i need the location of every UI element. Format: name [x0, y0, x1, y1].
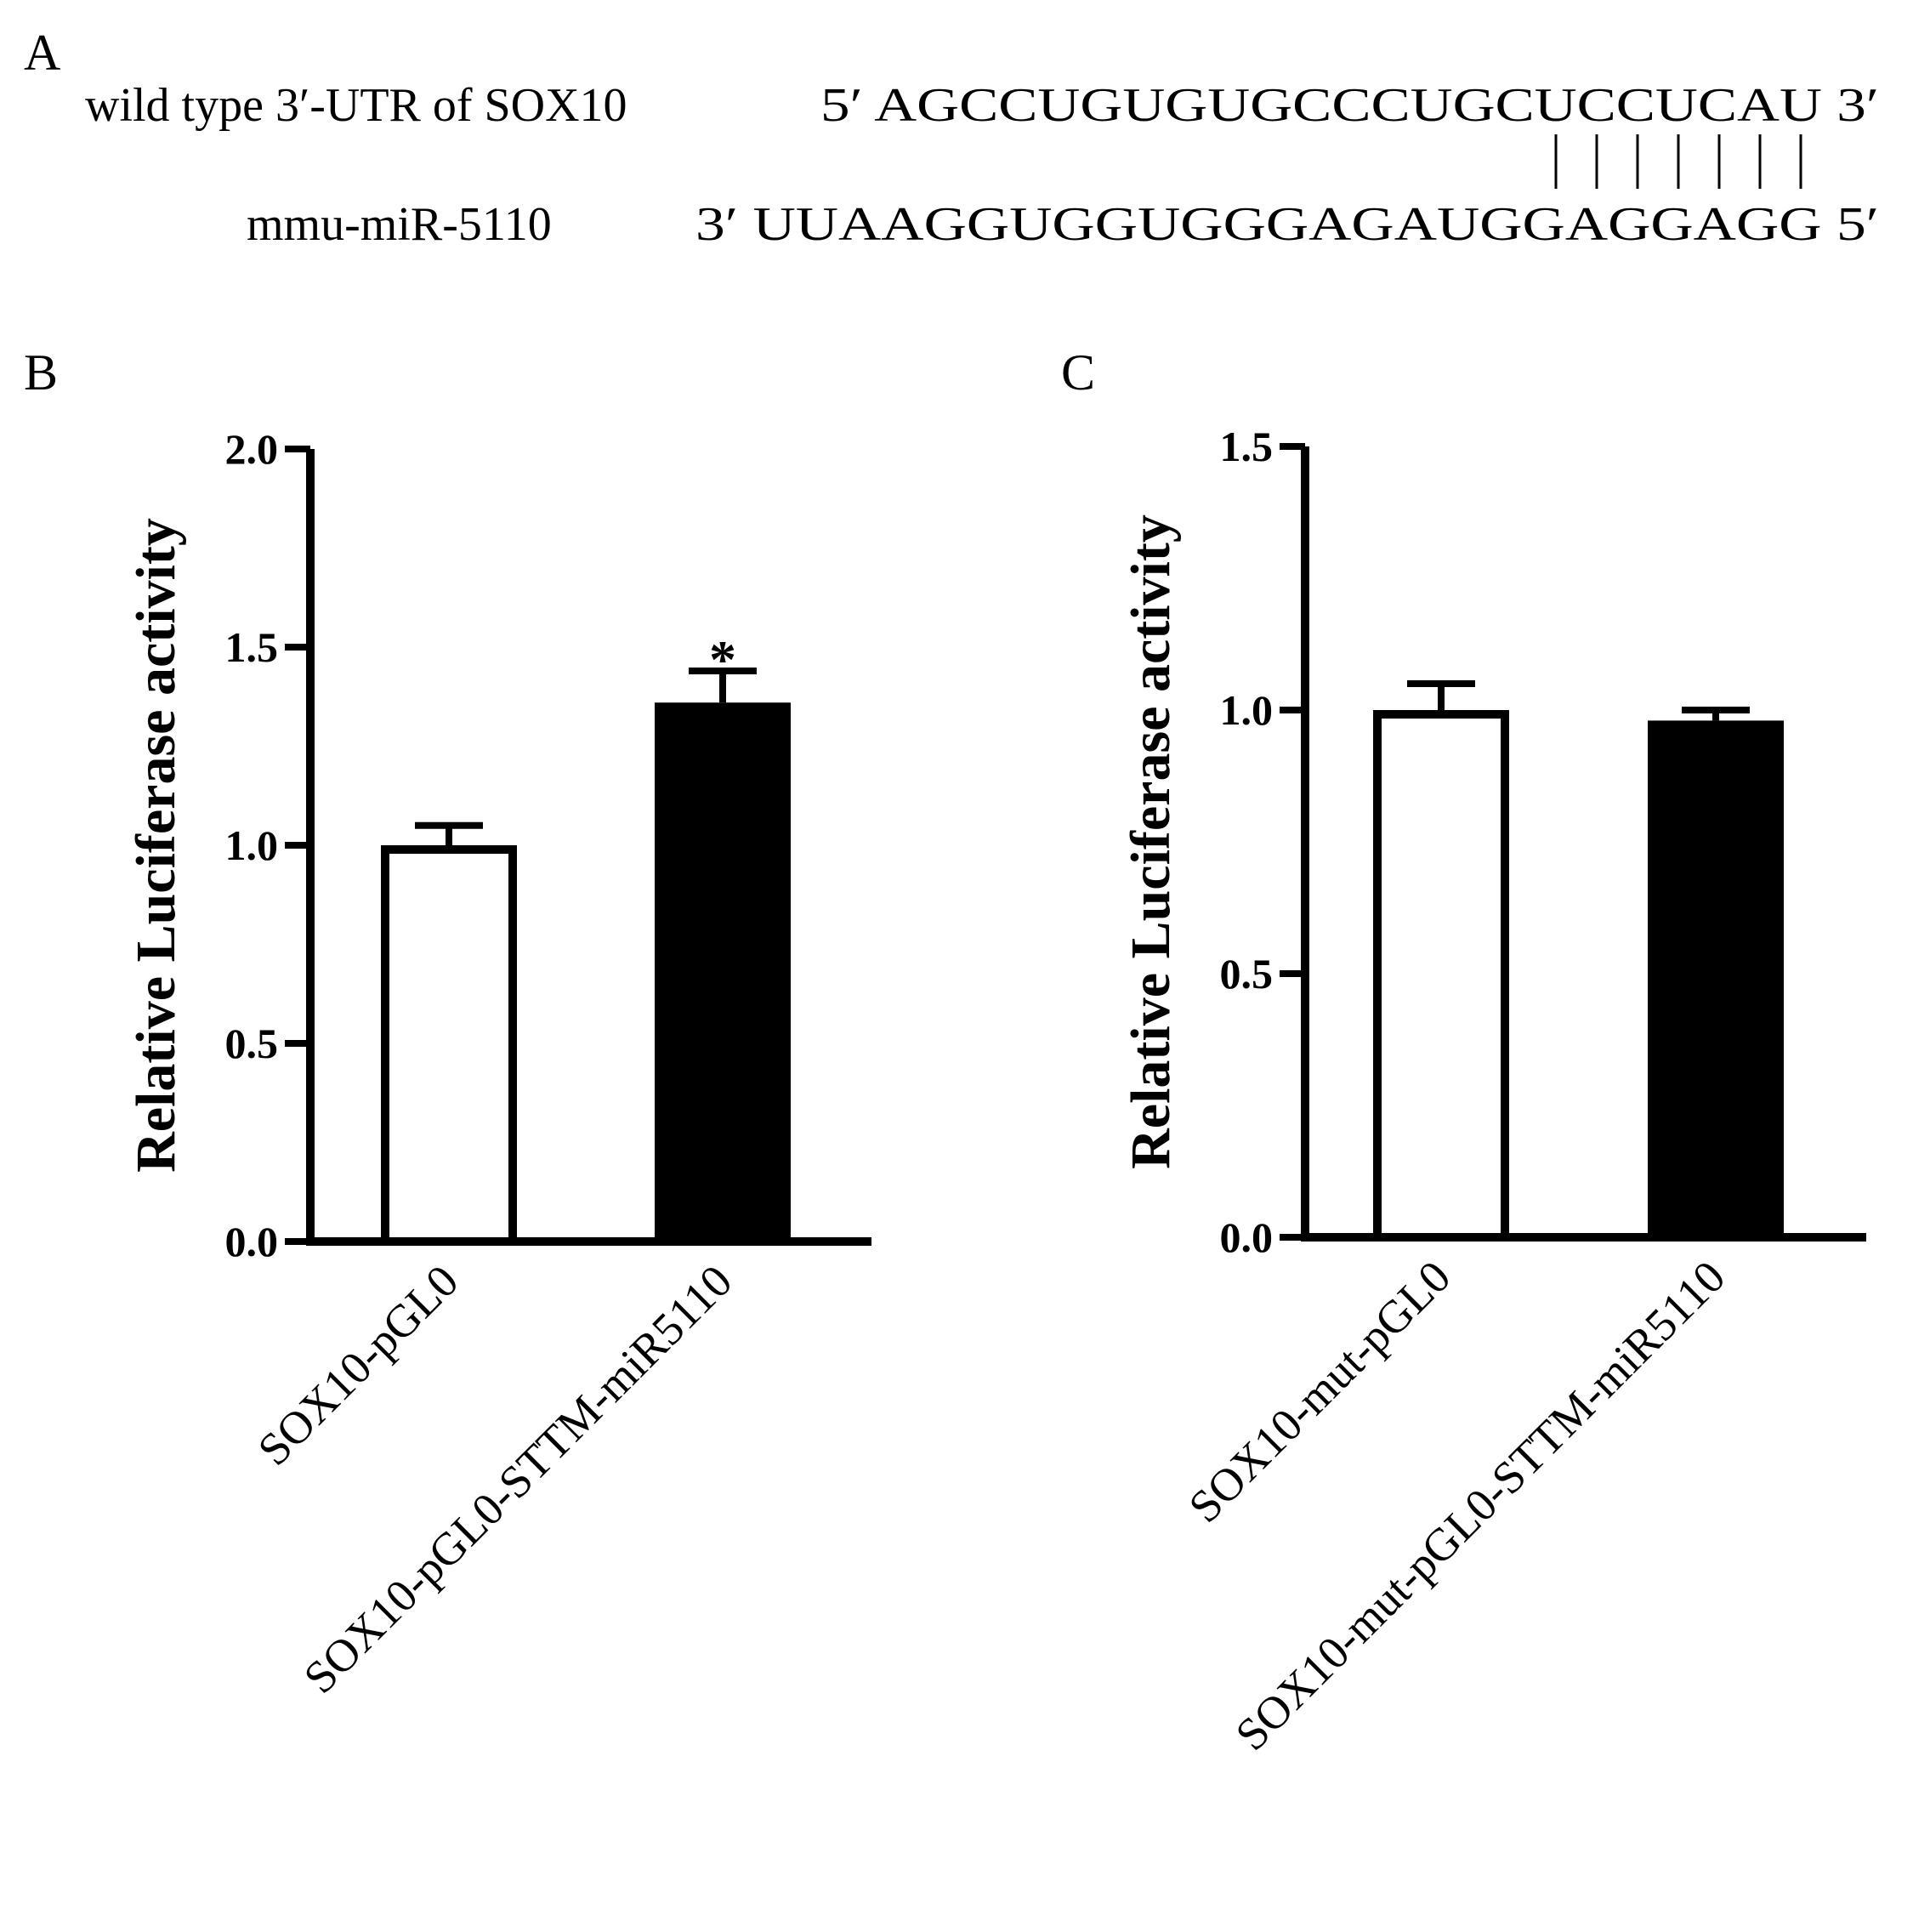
y-tick-label: 1.0 [1220, 686, 1274, 734]
panel-b-letter: B [24, 344, 58, 401]
panel-b-chart: B 0.0 0.5 1.0 1.5 2.0 Relative Luciferase act… [24, 344, 871, 1703]
bar [381, 845, 517, 1246]
y-tick-label: 1.5 [225, 623, 279, 671]
mirna-sequence: 3′ UUAAGGUGGUGGGAGAUGGAGGAGG 5′ [695, 198, 1879, 251]
y-axis-label: Relative Luciferase activity [125, 518, 187, 1173]
bar [1373, 710, 1509, 1242]
y-axis-label: Relative Luciferase activity [1120, 514, 1182, 1169]
panel-a-letter: A [24, 25, 60, 81]
base-pairing-lines [1554, 134, 1802, 189]
wild-type-sequence: 5′ AGCCUGUGUGCCCUGCUCCUCAU 3′ [820, 79, 1879, 132]
significance-marker: * [709, 629, 736, 690]
y-tick-label: 0.5 [225, 1020, 279, 1067]
y-tick-label: 2.0 [225, 425, 279, 473]
y-tick-label: 0.0 [1220, 1213, 1274, 1261]
panel-a: A wild type 3′-UTR of SOX10 5′ AGCCUGUGU… [24, 25, 1879, 251]
y-tick-label: 1.0 [225, 821, 279, 869]
bar [1648, 720, 1784, 1242]
bar [655, 702, 791, 1246]
y-tick-label: 1.5 [1220, 423, 1274, 470]
y-tick-label: 0.0 [225, 1218, 279, 1265]
mirna-label: mmu-miR-5110 [247, 198, 552, 251]
panel-c-letter: C [1061, 344, 1095, 401]
y-tick-label: 0.5 [1220, 950, 1274, 997]
x-category-label: SOX10-mut-pGL0-STTM-miR5110 [1226, 1251, 1735, 1760]
x-category-label: SOX10-pGL0 [248, 1255, 468, 1475]
x-category-label: SOX10-mut-pGL0 [1179, 1251, 1461, 1532]
panel-c-chart: C 0.0 0.5 1.0 1.5 Relative Luciferase activi… [1061, 344, 1866, 1760]
wild-type-label: wild type 3′-UTR of SOX10 [85, 79, 627, 132]
x-category-label: SOX10-pGL0-STTM-miR5110 [294, 1255, 742, 1703]
